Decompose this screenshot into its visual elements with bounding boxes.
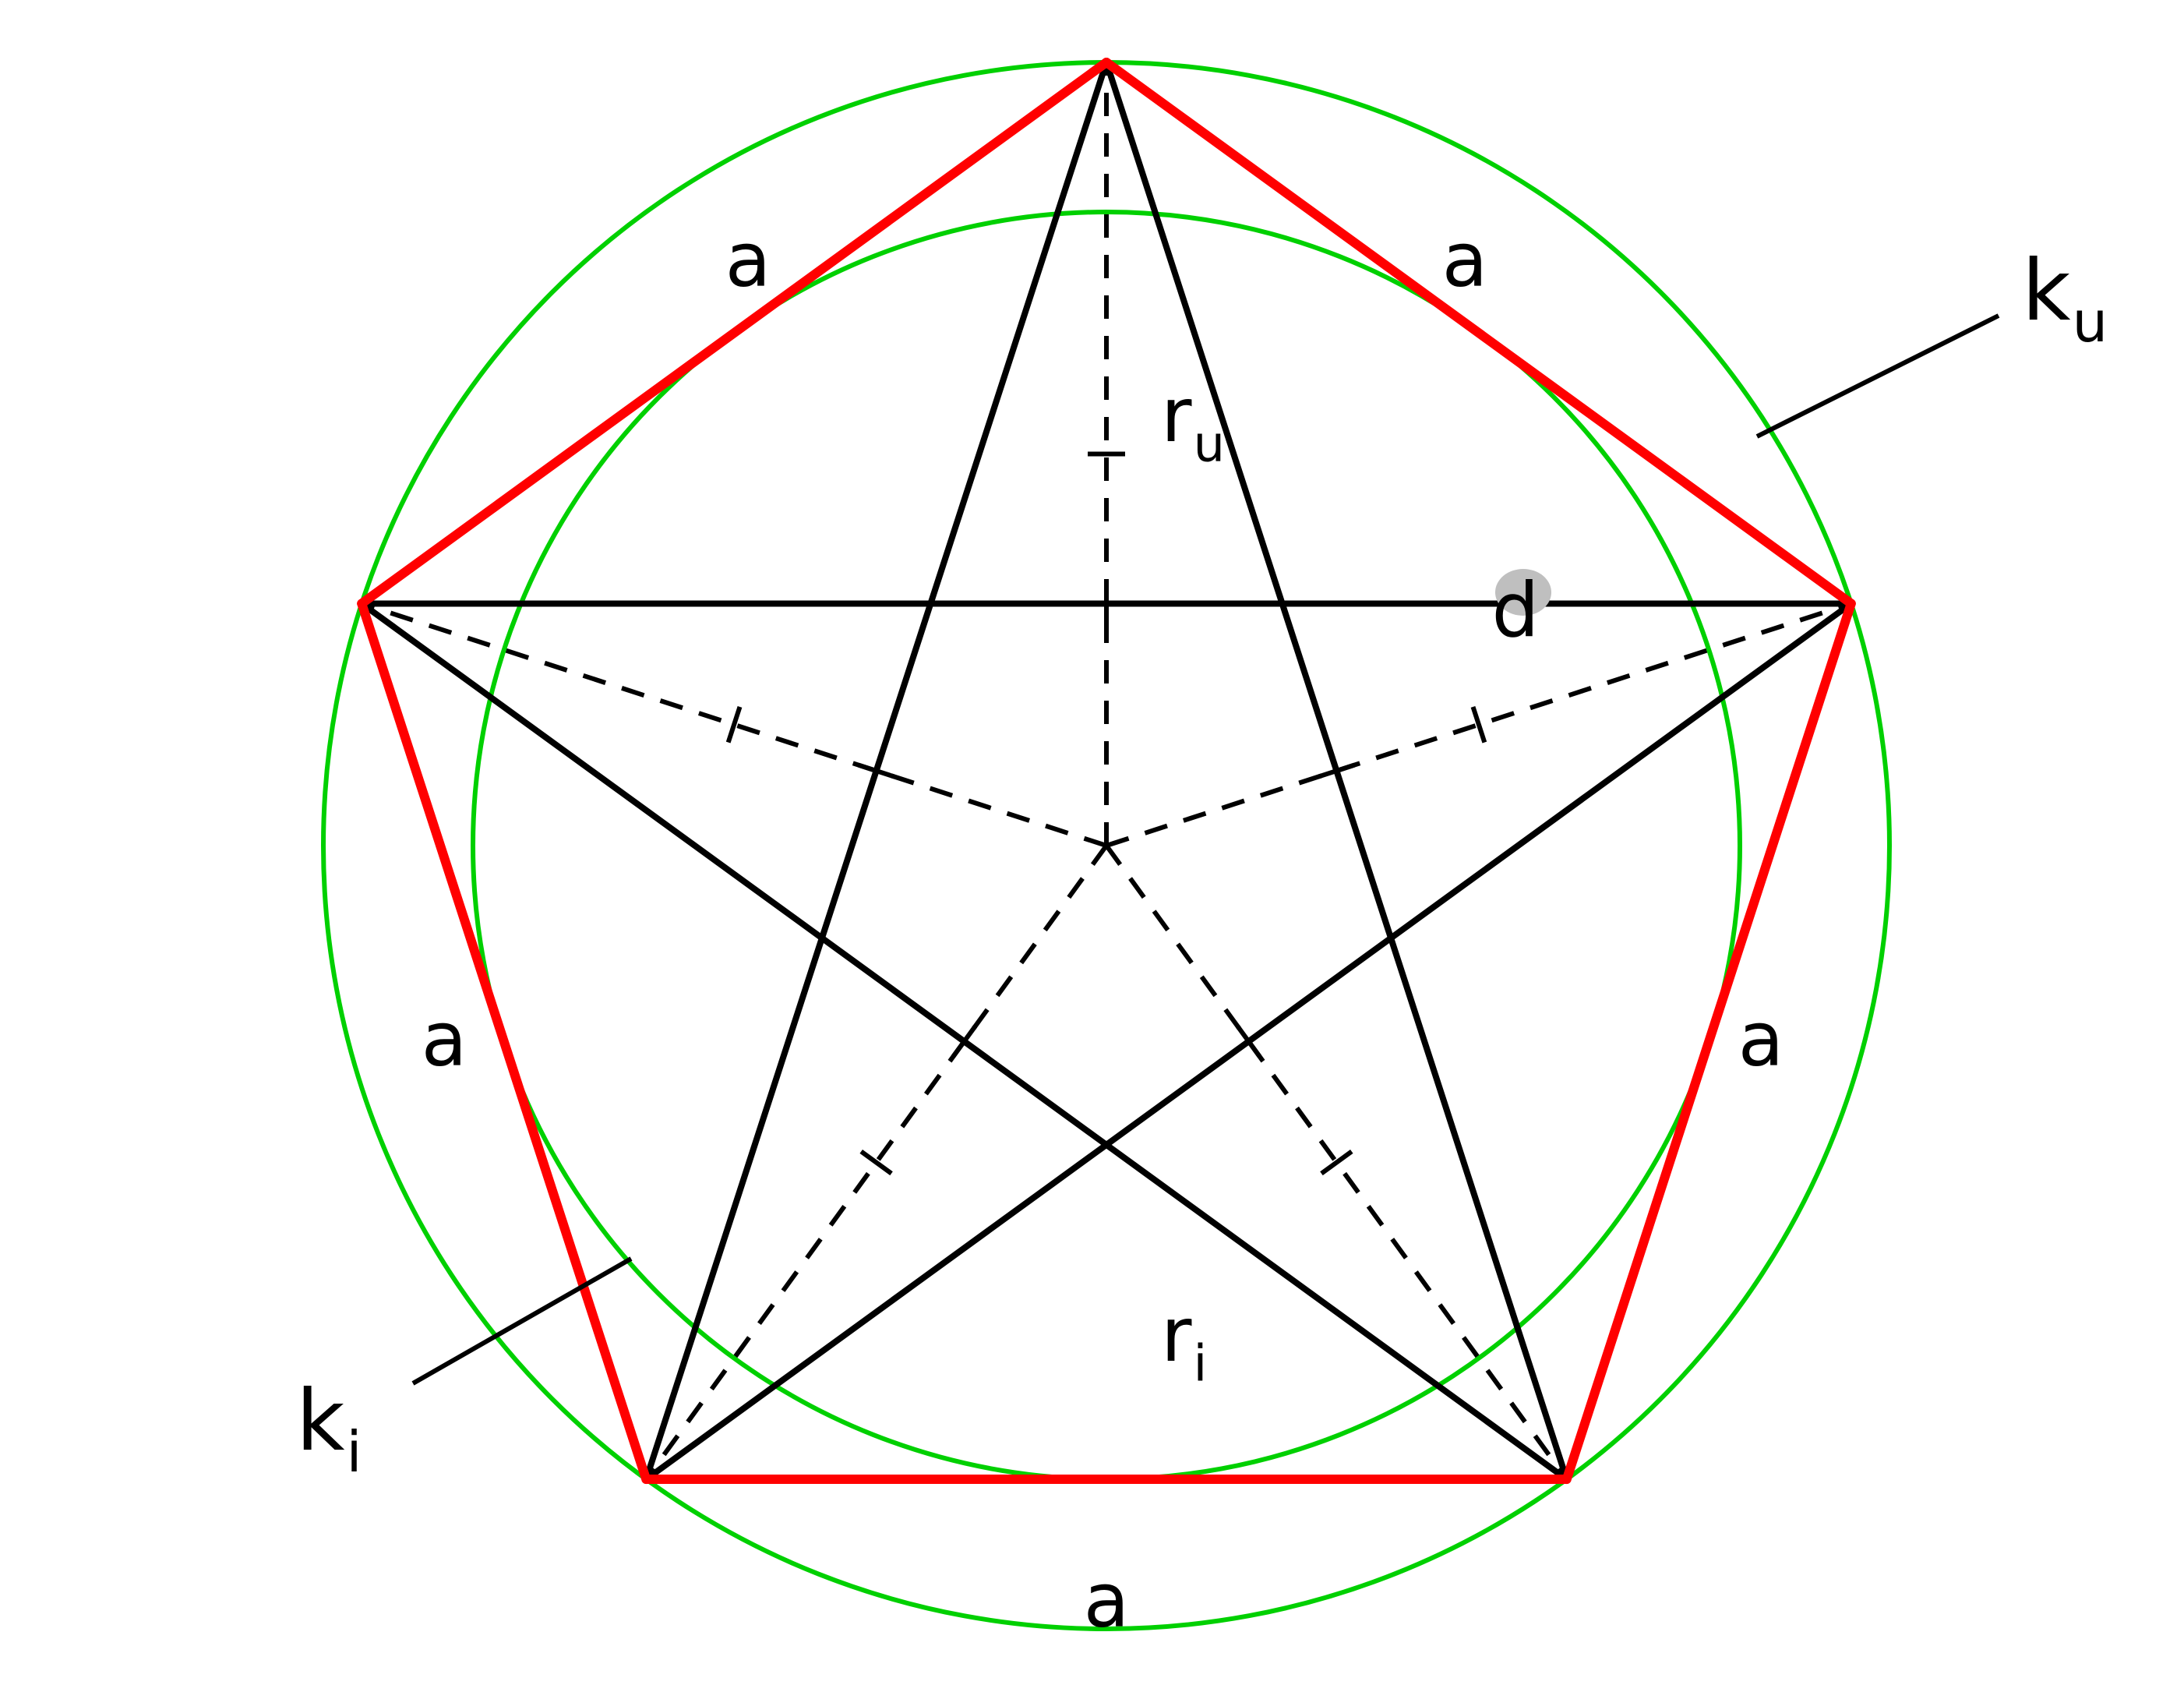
circle-label-ku: ku xyxy=(2022,242,2108,355)
pentagon-edge xyxy=(1106,62,1851,603)
pentagon-edge xyxy=(362,62,1106,603)
diagonal-label-d: d xyxy=(1492,567,1540,654)
radius-tick xyxy=(1321,1151,1352,1173)
edge-label-a: a xyxy=(1084,1556,1130,1644)
edge-label-a: a xyxy=(422,995,467,1083)
edge-label-a: a xyxy=(1442,216,1488,303)
radius-label-ru: ru xyxy=(1161,372,1225,473)
edge-label-a: a xyxy=(725,216,771,303)
diagonal-tick xyxy=(1237,1026,1259,1057)
ku-leader-line xyxy=(1757,316,1999,436)
edge-label-a: a xyxy=(1738,995,1784,1083)
diagonal-tick xyxy=(953,1026,975,1057)
circle-label-ki: ki xyxy=(296,1372,362,1485)
radius-tick xyxy=(861,1151,891,1173)
radius-label-ri: ri xyxy=(1161,1291,1207,1393)
